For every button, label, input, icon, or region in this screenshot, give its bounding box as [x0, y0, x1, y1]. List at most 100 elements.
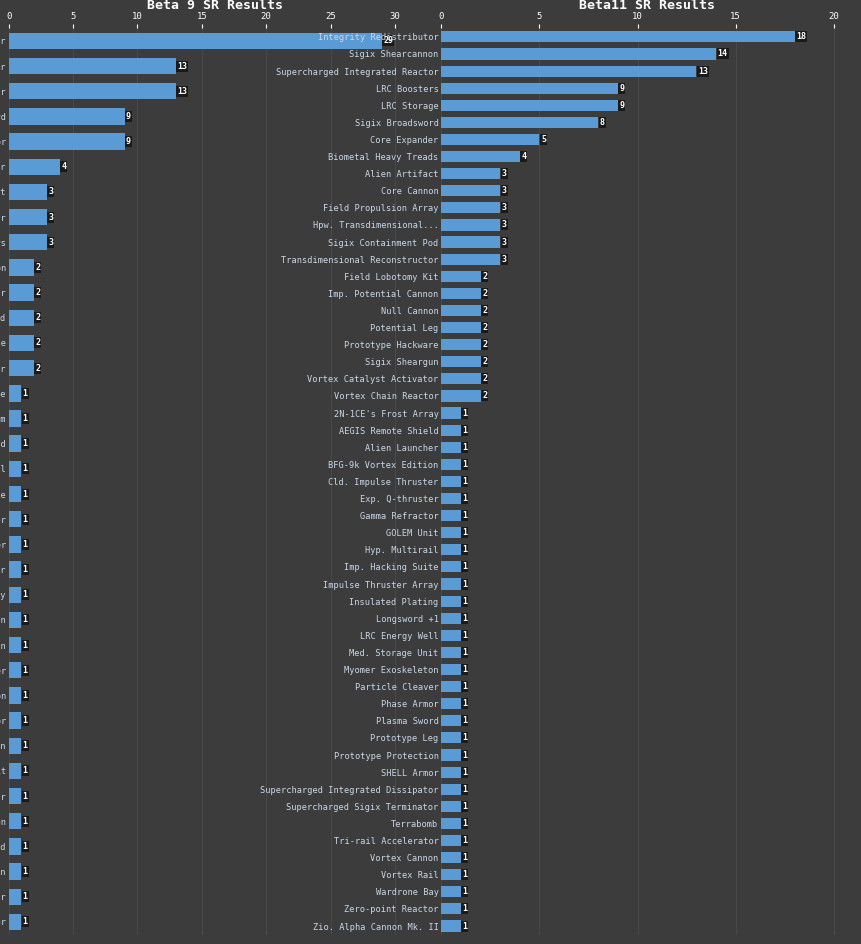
- Text: 1: 1: [22, 868, 28, 876]
- Text: 9: 9: [126, 137, 130, 146]
- Text: 1: 1: [22, 615, 28, 624]
- Bar: [441, 886, 461, 898]
- Bar: [441, 117, 598, 128]
- Text: 2: 2: [35, 313, 40, 322]
- Text: 1: 1: [462, 580, 467, 588]
- Bar: [441, 630, 461, 641]
- Bar: [9, 687, 22, 703]
- Bar: [9, 536, 22, 552]
- Bar: [441, 767, 461, 778]
- Bar: [9, 838, 22, 854]
- Bar: [441, 151, 519, 162]
- Text: 3: 3: [501, 203, 506, 212]
- Bar: [441, 903, 461, 915]
- Title: Beta 9 SR Results: Beta 9 SR Results: [146, 0, 282, 12]
- Bar: [9, 411, 22, 427]
- Text: 1: 1: [462, 648, 467, 657]
- Text: 1: 1: [462, 614, 467, 623]
- Bar: [9, 737, 22, 754]
- Text: 1: 1: [462, 460, 467, 469]
- Text: 2: 2: [481, 289, 486, 298]
- Text: 2: 2: [35, 288, 40, 297]
- Bar: [441, 579, 461, 590]
- Text: 3: 3: [501, 238, 506, 246]
- Bar: [9, 637, 22, 653]
- Text: 1: 1: [22, 565, 28, 574]
- Bar: [441, 613, 461, 624]
- Text: 2: 2: [481, 357, 486, 366]
- Text: 3: 3: [501, 186, 506, 195]
- Text: 1: 1: [22, 540, 28, 548]
- Bar: [9, 662, 22, 679]
- Text: 1: 1: [22, 842, 28, 851]
- Text: 1: 1: [22, 817, 28, 826]
- Bar: [9, 184, 47, 200]
- Bar: [9, 159, 60, 175]
- Bar: [9, 461, 22, 477]
- Bar: [441, 254, 499, 264]
- Bar: [9, 713, 22, 729]
- Bar: [441, 271, 480, 282]
- Text: 1: 1: [22, 464, 28, 473]
- Bar: [9, 486, 22, 502]
- Bar: [441, 647, 461, 658]
- Bar: [441, 339, 480, 350]
- Bar: [9, 234, 47, 250]
- Text: 1: 1: [22, 767, 28, 775]
- Text: 1: 1: [462, 443, 467, 452]
- Bar: [9, 511, 22, 528]
- Text: 1: 1: [462, 700, 467, 708]
- Bar: [9, 612, 22, 628]
- Bar: [441, 750, 461, 761]
- Text: 14: 14: [716, 49, 727, 59]
- Bar: [9, 310, 34, 326]
- Bar: [9, 914, 22, 930]
- Text: 1: 1: [462, 494, 467, 503]
- Bar: [441, 920, 461, 932]
- Text: 1: 1: [462, 546, 467, 554]
- Bar: [441, 202, 499, 213]
- Bar: [9, 209, 47, 226]
- Bar: [441, 493, 461, 504]
- Bar: [441, 852, 461, 863]
- Text: 1: 1: [462, 426, 467, 434]
- Text: 5: 5: [541, 135, 545, 144]
- Bar: [441, 31, 794, 42]
- Text: 1: 1: [22, 514, 28, 524]
- Bar: [441, 356, 480, 367]
- Bar: [441, 237, 499, 247]
- Bar: [441, 168, 499, 179]
- Bar: [441, 408, 461, 418]
- Bar: [9, 763, 22, 779]
- Text: 4: 4: [61, 162, 66, 171]
- Text: 3: 3: [48, 212, 53, 222]
- Bar: [441, 476, 461, 487]
- Bar: [441, 733, 461, 744]
- Bar: [9, 58, 176, 75]
- Bar: [9, 562, 22, 578]
- Text: 2: 2: [481, 323, 486, 332]
- Text: 13: 13: [697, 67, 707, 76]
- Bar: [441, 185, 499, 196]
- Text: 1: 1: [462, 887, 467, 896]
- Text: 2: 2: [35, 263, 40, 272]
- Text: 4: 4: [521, 152, 526, 161]
- Text: 1: 1: [462, 529, 467, 537]
- Bar: [441, 681, 461, 692]
- Title: Beta11 SR Results: Beta11 SR Results: [579, 0, 715, 12]
- Text: 9: 9: [619, 101, 623, 110]
- Bar: [9, 360, 34, 377]
- Bar: [441, 527, 461, 538]
- Bar: [441, 373, 480, 384]
- Text: 1: 1: [462, 818, 467, 828]
- Bar: [441, 699, 461, 709]
- Text: 1: 1: [462, 853, 467, 862]
- Text: 8: 8: [599, 118, 604, 126]
- Text: 1: 1: [462, 921, 467, 931]
- Bar: [441, 596, 461, 607]
- Text: 1: 1: [462, 683, 467, 691]
- Text: 13: 13: [177, 87, 187, 95]
- Bar: [441, 562, 461, 572]
- Text: 2: 2: [481, 375, 486, 383]
- Text: 1: 1: [462, 801, 467, 811]
